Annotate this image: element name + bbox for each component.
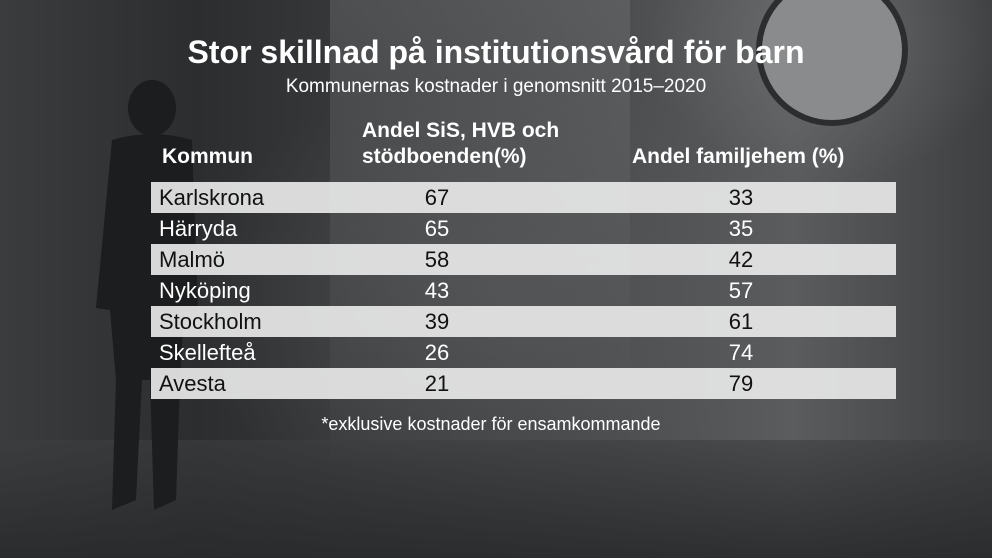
table-row: Nyköping 43 57 [151, 275, 896, 306]
cell-sis-hvb: 67 [424, 185, 450, 210]
cell-familjehem: 57 [728, 278, 754, 303]
cell-sis-hvb: 26 [424, 340, 450, 365]
cell-sis-hvb: 58 [424, 247, 450, 272]
cell-kommun: Avesta [159, 371, 226, 396]
table-row: Härryda 65 35 [151, 213, 896, 244]
column-header-sis-hvb: Andel SiS, HVB och stödboenden(%) [362, 119, 560, 168]
table-row: Malmö 58 42 [151, 244, 896, 275]
table-row: Karlskrona 67 33 [151, 182, 896, 213]
cell-sis-hvb: 39 [424, 309, 450, 334]
cell-kommun: Skellefteå [159, 340, 256, 365]
column-header-kommun: Kommun [162, 145, 253, 168]
table-row: Skellefteå 26 74 [151, 337, 896, 368]
cell-sis-hvb: 21 [424, 371, 450, 396]
cell-sis-hvb: 43 [424, 278, 450, 303]
cell-familjehem: 33 [728, 185, 754, 210]
column-header-familjehem: Andel familjehem (%) [632, 145, 845, 168]
background-silhouette [96, 80, 198, 510]
cell-familjehem: 35 [728, 216, 754, 241]
table-body: Karlskrona 67 33 Härryda 65 35 Malmö 58 … [151, 182, 896, 399]
background-clock [756, 0, 908, 126]
cell-kommun: Härryda [159, 216, 238, 241]
table-row: Stockholm 39 61 [151, 306, 896, 337]
cell-familjehem: 74 [728, 340, 754, 365]
cell-kommun: Stockholm [159, 309, 262, 334]
chart-title: Stor skillnad på institutionsvård för ba… [187, 34, 805, 70]
cell-familjehem: 42 [728, 247, 754, 272]
chart-subtitle: Kommunernas kostnader i genomsnitt 2015–… [285, 76, 707, 97]
cell-kommun: Karlskrona [159, 185, 265, 210]
table-row: Avesta 21 79 [151, 368, 896, 399]
cell-kommun: Malmö [159, 247, 226, 272]
cell-kommun: Nyköping [159, 278, 251, 303]
cell-familjehem: 61 [728, 309, 754, 334]
cell-familjehem: 79 [728, 371, 754, 396]
cell-sis-hvb: 65 [424, 216, 450, 241]
footnote: *exklusive kostnader för ensamkommande [321, 414, 661, 434]
